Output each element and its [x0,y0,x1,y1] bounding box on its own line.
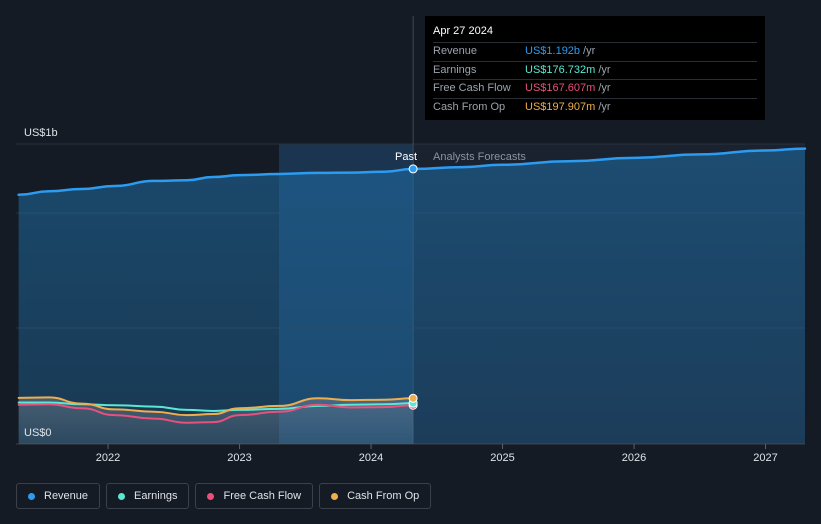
tooltip-value: US$176.732m [525,63,596,76]
x-tick-label: 2022 [96,452,120,464]
x-tick-label: 2026 [622,452,646,464]
tooltip-row-free-cash-flow: Free Cash Flow US$167.607m /yr [433,79,757,98]
tooltip-unit: /yr [598,100,611,113]
tooltip-value: US$197.907m [525,100,596,113]
x-tick-label: 2023 [227,452,251,464]
series-line-cash-from-op [17,396,415,417]
y-tick-label-bottom: US$0 [24,427,52,439]
revenue-area [18,148,805,444]
legend-item-free-cash-flow[interactable]: Free Cash Flow [195,483,314,509]
tooltip: Apr 27 2024 Revenue US$1.192b /yr Earnin… [425,16,765,120]
legend-label: Revenue [44,490,89,502]
x-tick-label: 2025 [490,452,514,464]
legend-dot-icon [331,492,339,500]
legend-item-revenue[interactable]: Revenue [16,483,101,509]
tooltip-label: Free Cash Flow [433,82,511,94]
tooltip-unit: /yr [598,63,611,76]
legend-label: Earnings [134,490,178,502]
tooltip-row-earnings: Earnings US$176.732m /yr [433,60,757,80]
x-tick-label: 2024 [359,452,383,464]
series-line-free-cash-flow [17,403,415,424]
tooltip-label: Revenue [433,45,478,57]
tooltip-row-revenue: Revenue US$1.192b /yr [433,42,757,61]
tooltip-label: Earnings [433,63,477,76]
tooltip-unit: /yr [598,82,611,94]
marker-cash-from-op[interactable] [408,393,418,403]
series-line-revenue [17,147,807,197]
y-tick-label-top: US$1b [24,127,58,139]
legend-item-earnings[interactable]: Earnings [106,483,190,509]
tooltip-date: Apr 27 2024 [433,25,493,37]
legend-label: Cash From Op [347,490,420,502]
cash-from-op-area [18,397,414,444]
marker-revenue[interactable] [408,164,418,174]
forecast-label: Analysts Forecasts [433,151,526,163]
x-tick-label: 2027 [753,452,777,464]
legend: Revenue Earnings Free Cash Flow Cash Fro… [16,483,432,509]
tooltip-row-cash-from-op: Cash From Op US$197.907m /yr [433,97,757,117]
tooltip-value: US$1.192b [525,45,581,57]
tooltip-unit: /yr [583,45,596,57]
legend-dot-icon [28,492,35,500]
legend-dot-icon [207,492,215,500]
legend-item-cash-from-op[interactable]: Cash From Op [319,483,432,509]
legend-label: Free Cash Flow [223,490,302,502]
tooltip-label: Cash From Op [433,100,506,113]
tooltip-value: US$167.607m [525,82,596,94]
legend-dot-icon [118,492,126,500]
past-label: Past [395,151,417,163]
